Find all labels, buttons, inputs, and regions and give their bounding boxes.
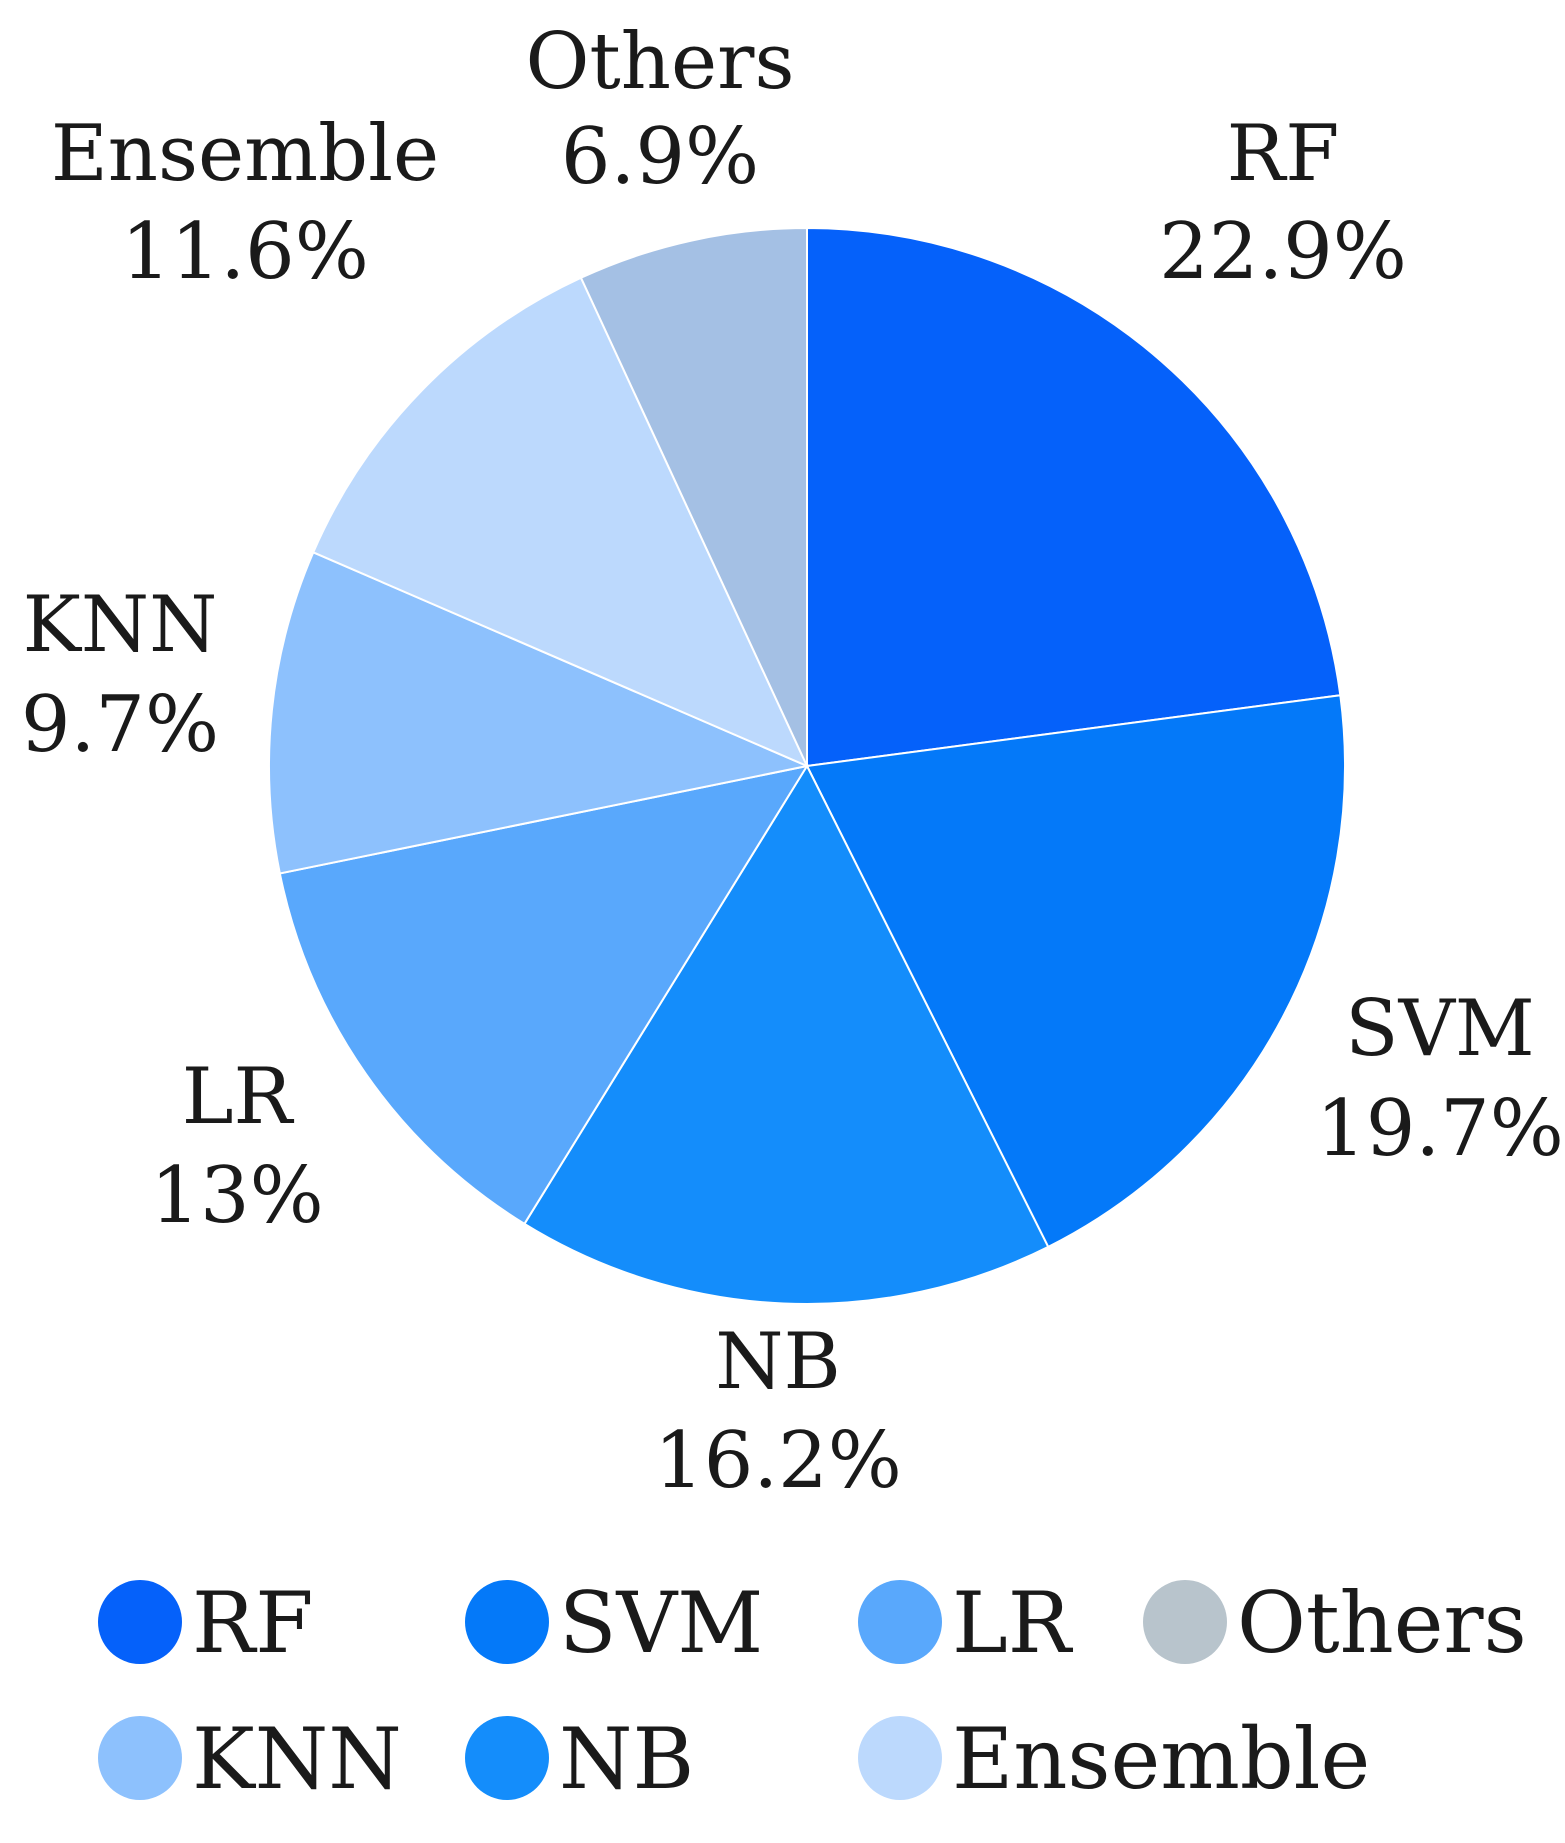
legend-label-nb: NB: [559, 1710, 694, 1808]
slice-label-name-others: Others: [525, 17, 794, 107]
slice-others: [579, 226, 808, 767]
legend-item-rf: RF: [98, 1574, 314, 1672]
slice-label-value-lr: 13%: [150, 1151, 323, 1241]
slice-label-name-nb: NB: [715, 1317, 841, 1407]
legend-item-svm: SVM: [465, 1574, 763, 1672]
slice-label-name-rf: RF: [1227, 109, 1340, 199]
slice-nb: [523, 763, 1050, 1305]
slice-ensemble: [311, 276, 810, 768]
slice-svm: [805, 694, 1346, 1249]
slice-label-name-knn: KNN: [23, 580, 218, 670]
slice-label-value-ensemble: 11.6%: [121, 207, 369, 297]
slice-label-name-lr: LR: [182, 1052, 295, 1142]
slice-rf: [806, 226, 1342, 768]
slice-label-name-ensemble: Ensemble: [51, 109, 439, 199]
slice-label-value-others: 6.9%: [561, 112, 759, 202]
legend-item-knn: KNN: [98, 1710, 402, 1808]
legend-item-others: Others: [1143, 1574, 1527, 1672]
legend-item-lr: LR: [858, 1574, 1074, 1672]
legend-swatch-lr: [858, 1580, 942, 1664]
legend-swatch-others: [1143, 1580, 1227, 1664]
legend-item-nb: NB: [465, 1710, 694, 1808]
slice-label-name-svm: SVM: [1345, 984, 1535, 1074]
slice-label-value-svm: 19.7%: [1316, 1084, 1564, 1174]
legend: RF SVM LR Others KNN NB Ensemble: [98, 1574, 1527, 1808]
legend-swatch-rf: [98, 1580, 182, 1664]
legend-swatch-ensemble: [858, 1716, 942, 1800]
legend-swatch-nb: [465, 1716, 549, 1800]
legend-label-ensemble: Ensemble: [952, 1710, 1370, 1808]
slice-knn: [268, 551, 811, 875]
legend-label-others: Others: [1237, 1574, 1527, 1672]
slice-label-value-nb: 16.2%: [654, 1416, 902, 1506]
legend-label-knn: KNN: [192, 1710, 402, 1808]
slice-label-value-rf: 22.9%: [1159, 207, 1407, 297]
slice-label-value-knn: 9.7%: [21, 680, 219, 770]
slice-lr: [278, 764, 810, 1226]
legend-label-rf: RF: [192, 1574, 314, 1672]
legend-swatch-svm: [465, 1580, 549, 1664]
legend-item-ensemble: Ensemble: [858, 1710, 1370, 1808]
legend-label-lr: LR: [952, 1574, 1074, 1672]
legend-label-svm: SVM: [559, 1574, 763, 1672]
pie-slices: [268, 226, 1346, 1305]
legend-swatch-knn: [98, 1716, 182, 1800]
